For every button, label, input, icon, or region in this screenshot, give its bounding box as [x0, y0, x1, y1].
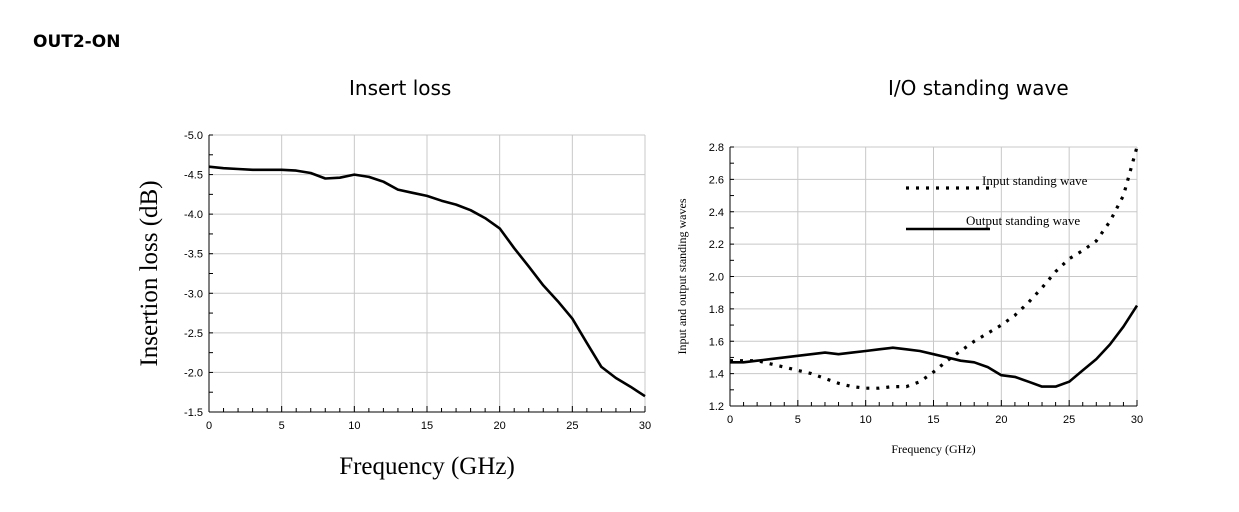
chart-title: Insert loss	[349, 76, 452, 100]
y-tick-label: -2.5	[184, 328, 203, 340]
section-label: OUT2-ON	[33, 32, 121, 52]
x-axis-label: Frequency (GHz)	[339, 453, 515, 480]
series-line	[730, 146, 1139, 390]
chart-title: I/O standing wave	[888, 76, 1069, 100]
series-line	[208, 165, 646, 398]
y-tick-label: -1.5	[184, 407, 203, 419]
x-tick-label: 15	[927, 414, 939, 426]
y-tick-label: 2.0	[709, 272, 724, 284]
legend-label: Input standing wave	[982, 173, 1088, 188]
y-tick-label: -3.0	[184, 288, 203, 300]
y-tick-label: 2.4	[709, 207, 724, 219]
y-tick-label: 2.8	[709, 142, 724, 154]
x-tick-label: 0	[727, 414, 733, 426]
x-tick-label: 5	[279, 420, 285, 432]
legend-label: Output standing wave	[966, 213, 1080, 228]
x-tick-label: 20	[494, 420, 506, 432]
y-tick-label: 1.6	[709, 336, 724, 348]
y-tick-label: 1.8	[709, 304, 724, 316]
x-tick-label: 15	[421, 420, 433, 432]
y-tick-label: -4.5	[184, 170, 203, 182]
x-tick-label: 25	[1063, 414, 1075, 426]
x-tick-label: 25	[566, 420, 578, 432]
y-tick-label: 1.4	[709, 369, 724, 381]
y-tick-label: 2.6	[709, 174, 724, 186]
y-tick-label: -2.0	[184, 367, 203, 379]
y-axis-label: Input and output standing waves	[675, 198, 689, 354]
x-tick-label: 30	[639, 420, 651, 432]
y-axis-label: Insertion loss (dB)	[136, 180, 163, 366]
y-tick-label: -3.5	[184, 249, 203, 261]
x-tick-label: 0	[206, 420, 212, 432]
x-tick-label: 30	[1131, 414, 1143, 426]
x-tick-label: 10	[348, 420, 360, 432]
x-tick-label: 10	[860, 414, 872, 426]
x-tick-label: 5	[795, 414, 801, 426]
y-tick-label: -4.0	[184, 209, 203, 221]
series-line	[730, 304, 1139, 388]
y-tick-label: 2.2	[709, 239, 724, 251]
y-tick-label: -5.0	[184, 130, 203, 142]
x-tick-label: 20	[995, 414, 1007, 426]
y-tick-label: 1.2	[709, 401, 724, 413]
x-axis-label: Frequency (GHz)	[891, 442, 975, 456]
